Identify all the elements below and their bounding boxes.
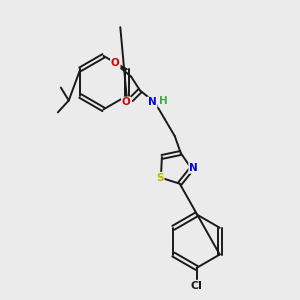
Text: H: H (158, 97, 167, 106)
Text: N: N (189, 163, 198, 173)
Text: N: N (148, 98, 156, 107)
Text: Cl: Cl (190, 281, 202, 291)
Text: O: O (111, 58, 120, 68)
Text: O: O (122, 98, 130, 107)
Text: S: S (156, 173, 164, 183)
